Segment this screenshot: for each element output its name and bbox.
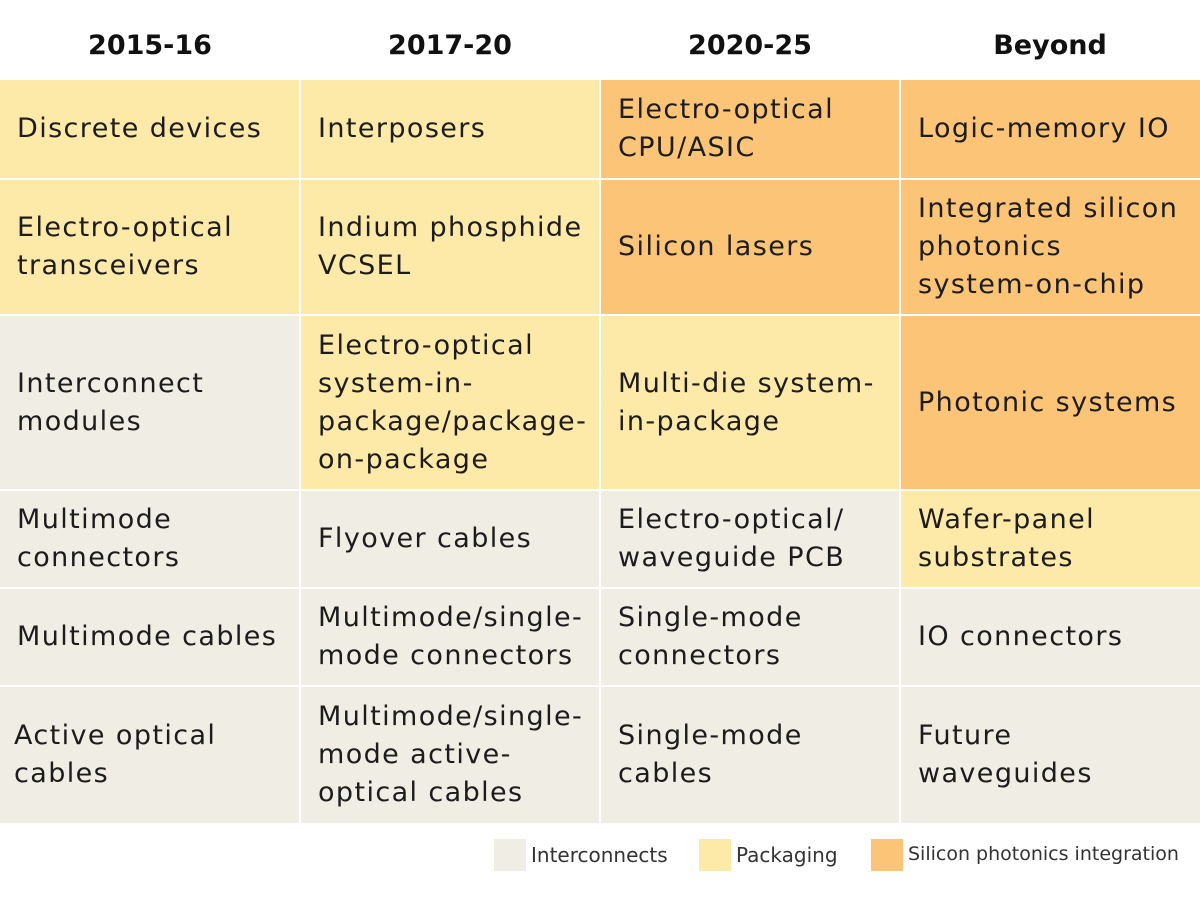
roadmap-row: Interconnect modules Electro-optical sys… [0, 316, 1200, 489]
roadmap-row: Electro-optical transceivers Indium phos… [0, 180, 1200, 314]
roadmap-cell: Indium phosphide VCSEL [301, 180, 599, 314]
roadmap-cell: Multimode/single-mode connectors [301, 589, 599, 685]
column-headers: 2015-16 2017-20 2020-25 Beyond [0, 0, 1200, 80]
roadmap-cell: Electro-optical system-in-package/packag… [301, 316, 599, 489]
roadmap-cell: Wafer-panel substrates [901, 491, 1200, 587]
roadmap-cell: Logic-memory IO [901, 80, 1200, 178]
legend: Interconnects Packaging Silicon photonic… [0, 839, 1200, 873]
legend-swatch-packaging [699, 839, 731, 871]
legend-label-interconnects: Interconnects [531, 843, 668, 867]
roadmap-cell: Multimode cables [0, 589, 299, 685]
roadmap-row: Discrete devices Interposers Electro-opt… [0, 80, 1200, 178]
roadmap-cell: Electro-optical transceivers [0, 180, 299, 314]
legend-swatch-interconnects [494, 839, 526, 871]
column-header-2015-16: 2015-16 [88, 30, 212, 61]
roadmap-cell: Electro-optical/ waveguide PCB [601, 491, 899, 587]
roadmap-row: Multimode connectors Flyover cables Elec… [0, 491, 1200, 587]
roadmap-cell: Multi-die system-in-package [601, 316, 899, 489]
roadmap-cell: Integrated silicon photonics system-on-c… [901, 180, 1200, 314]
roadmap-row: Multimode cables Multimode/single-mode c… [0, 589, 1200, 685]
legend-label-silicon-photonics: Silicon photonics integration [908, 843, 1179, 865]
legend-swatch-silicon-photonics [871, 839, 903, 871]
roadmap-cell: Silicon lasers [601, 180, 899, 314]
column-header-2017-20: 2017-20 [388, 30, 512, 61]
roadmap-cell: Electro-optical CPU/ASIC [601, 80, 899, 178]
legend-label-packaging: Packaging [736, 843, 838, 867]
roadmap-cell: Discrete devices [0, 80, 299, 178]
roadmap-cell: Future waveguides [901, 687, 1200, 823]
roadmap-cell: Multimode connectors [0, 491, 299, 587]
roadmap-cell: Single-mode connectors [601, 589, 899, 685]
roadmap-cell: Flyover cables [301, 491, 599, 587]
roadmap-cell: Multimode/single-mode active-optical cab… [301, 687, 599, 823]
roadmap-cell: Interposers [301, 80, 599, 178]
roadmap-row: Active optical cables Multimode/single-m… [0, 687, 1200, 823]
column-header-2020-25: 2020-25 [688, 30, 812, 61]
roadmap-cell: Active optical cables [0, 687, 299, 823]
roadmap-cell: IO connectors [901, 589, 1200, 685]
roadmap-cell: Photonic systems [901, 316, 1200, 489]
roadmap-cell: Single-mode cables [601, 687, 899, 823]
roadmap-cell: Interconnect modules [0, 316, 299, 489]
column-header-beyond: Beyond [993, 30, 1107, 61]
